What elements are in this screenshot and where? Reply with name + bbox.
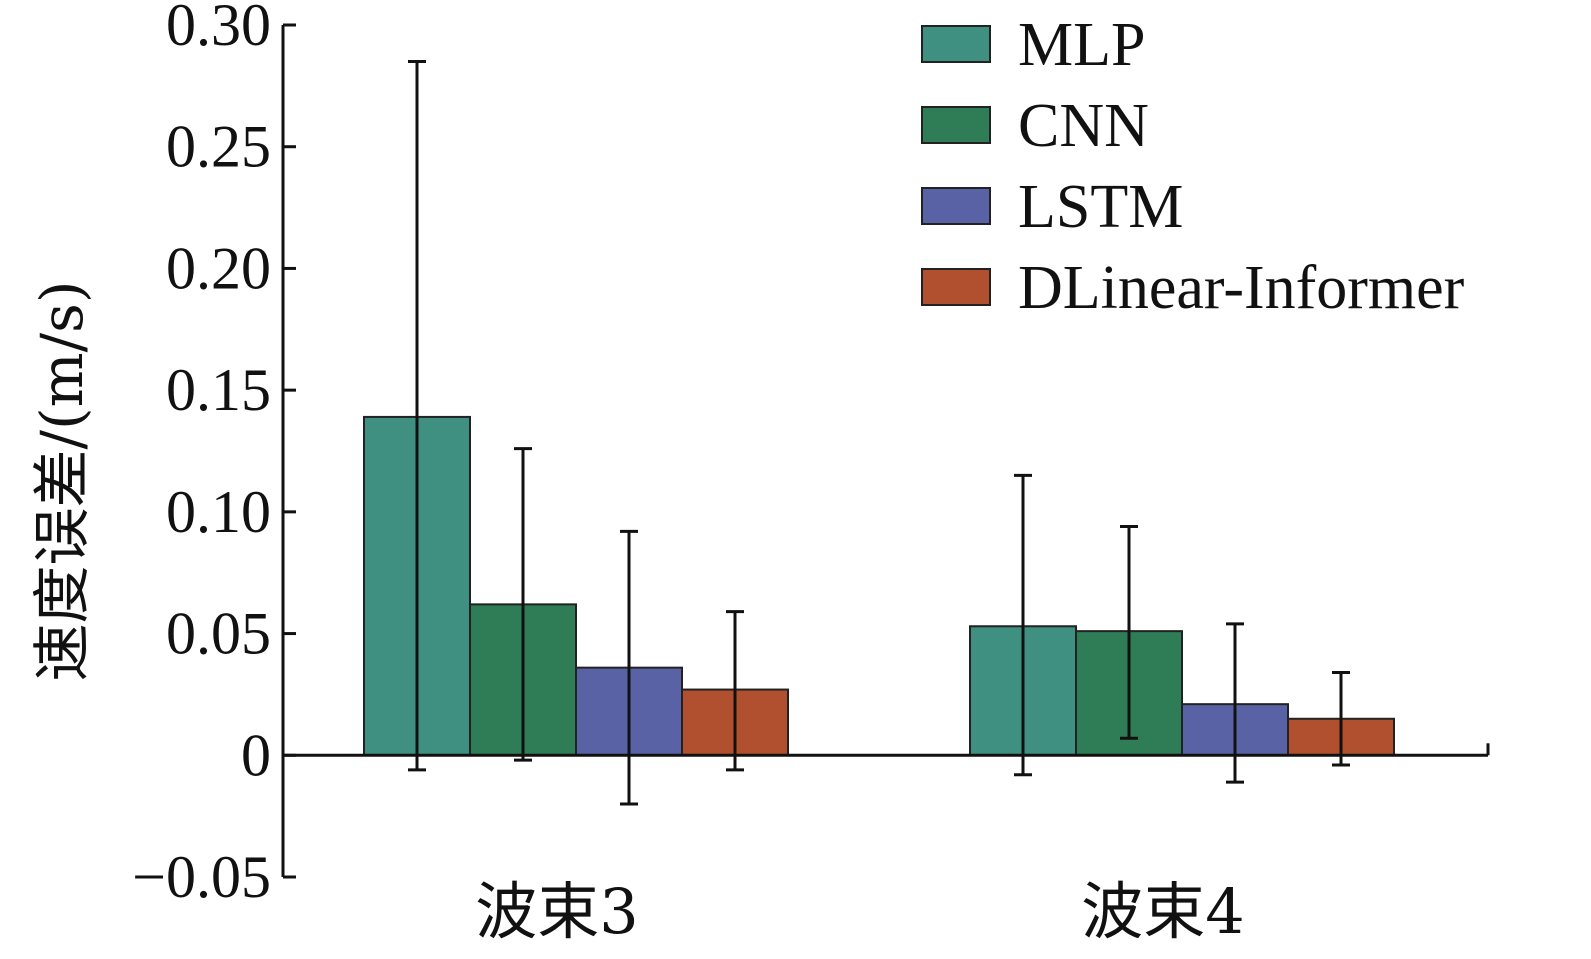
y-tick-label: 0.25	[166, 114, 271, 180]
legend-swatch-mlp	[921, 25, 991, 63]
y-tick-label: 0.10	[166, 479, 271, 545]
legend-swatch-dlinear-informer	[921, 268, 991, 306]
legend-label: MLP	[1018, 11, 1145, 79]
legend-label: DLinear-Informer	[1018, 254, 1465, 322]
y-ticks-layer: −0.05 0 0.05 0.10 0.15 0.20 0.25 0.30	[132, 0, 296, 910]
y-tick-label: 0.20	[166, 235, 271, 301]
y-tick-label: −0.05	[132, 844, 271, 910]
axes-layer	[281, 25, 1490, 877]
x-category-label: 波束4	[1081, 875, 1244, 948]
y-tick-label: 0.15	[166, 357, 271, 423]
legend-label: LSTM	[1018, 173, 1183, 241]
y-axis-label: 速度误差/(m/s)	[28, 280, 96, 681]
x-category-label: 波束3	[475, 875, 638, 948]
y-tick-label: 0.30	[166, 0, 271, 58]
bars-layer	[363, 415, 1395, 757]
legend: MLP CNN LSTM DLinear-Informer	[921, 11, 1465, 322]
legend-swatch-cnn	[921, 106, 991, 144]
y-tick-label: 0.05	[166, 601, 271, 667]
x-category-labels: 波束3 波束4	[475, 875, 1244, 948]
y-tick-label: 0	[241, 722, 271, 788]
legend-swatch-lstm	[921, 187, 991, 225]
legend-label: CNN	[1018, 92, 1149, 160]
